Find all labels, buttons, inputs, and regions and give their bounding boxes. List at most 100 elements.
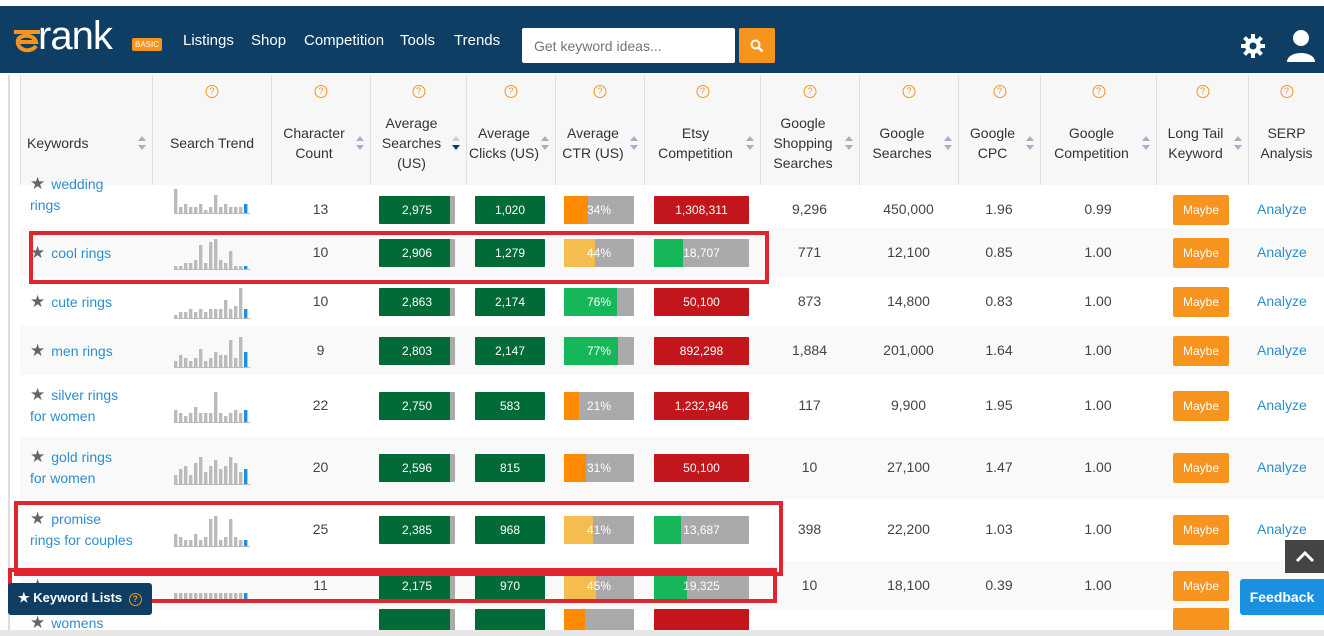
nav-tools[interactable]: Tools	[400, 32, 436, 49]
long-tail-maybe-button[interactable]: Maybe	[1173, 195, 1229, 225]
keyword-text[interactable]: promise	[51, 511, 102, 527]
keyword-link[interactable]: ★ men rings	[30, 340, 113, 362]
sort-arrows-icon[interactable]	[1142, 136, 1150, 150]
question-circle-icon[interactable]: ?	[1092, 85, 1105, 98]
question-circle-icon[interactable]: ?	[205, 85, 219, 98]
sort-arrows-icon[interactable]	[944, 136, 952, 150]
etsy-competition-bar-value: 1,308,311	[675, 203, 728, 217]
trend-bar	[204, 413, 208, 422]
keyword-search-input[interactable]	[522, 28, 735, 63]
google-cpc: 0.39	[985, 576, 1013, 593]
long-tail-maybe-button[interactable]: Maybe	[1173, 237, 1229, 268]
header-search-trend[interactable]: ? Search Trend	[152, 75, 271, 185]
scroll-top-button[interactable]	[1285, 540, 1324, 573]
header-google-shopping-searches[interactable]: ? Google Shopping Searches	[760, 75, 859, 185]
long-tail-maybe-button[interactable]: Maybe	[1173, 335, 1229, 366]
star-icon[interactable]: ★	[30, 385, 46, 404]
serp-analyze-link[interactable]: Analyze	[1257, 397, 1307, 413]
long-tail-maybe-button[interactable]: Maybe	[1173, 453, 1229, 483]
keyword-link[interactable]: ★ silver rings for women	[30, 384, 118, 427]
star-icon[interactable]: ★	[30, 447, 46, 466]
long-tail-maybe-button[interactable]: Maybe	[1173, 570, 1229, 601]
serp-analyze-link[interactable]: Analyze	[1257, 341, 1307, 358]
header-long-tail-keyword[interactable]: ? Long Tail Keyword	[1156, 75, 1248, 185]
question-circle-icon[interactable]: ?	[504, 85, 518, 98]
average-ctr-bar-value: 31%	[586, 461, 612, 475]
sort-arrows-icon[interactable]	[138, 136, 146, 150]
keyword-text-line2[interactable]: rings	[30, 197, 61, 213]
keyword-link[interactable]: ★ wedding rings	[30, 173, 103, 216]
keyword-link[interactable]: ★ gold rings for women	[30, 446, 112, 489]
header-average-searches[interactable]: ? Average Searches (US)	[370, 75, 466, 185]
keyword-link[interactable]: ★ promise rings for couples	[30, 508, 133, 551]
star-icon[interactable]: ★	[30, 340, 46, 360]
question-circle-icon[interactable]: ?	[902, 85, 916, 98]
sort-arrows-icon[interactable]	[746, 136, 754, 150]
sort-arrows-icon[interactable]	[1234, 136, 1242, 150]
question-circle-icon[interactable]: ?	[412, 85, 425, 98]
keyword-text[interactable]: men rings	[51, 342, 113, 359]
sort-arrows-icon[interactable]	[630, 136, 638, 150]
sort-arrows-icon[interactable]	[541, 136, 549, 150]
star-icon[interactable]: ★	[30, 174, 46, 193]
nav-competition[interactable]: Competition	[304, 32, 385, 49]
star-icon[interactable]: ★	[30, 291, 46, 311]
keyword-text[interactable]: cute rings	[51, 293, 112, 310]
keyword-link[interactable]: ★ cute rings	[30, 291, 112, 313]
long-tail-maybe-button[interactable]: Maybe	[1173, 391, 1229, 421]
header-average-ctr[interactable]: ? Average CTR (US)	[555, 75, 644, 185]
keyword-link[interactable]: ★ womens	[30, 612, 103, 634]
nav-trends[interactable]: Trends	[454, 32, 501, 49]
long-tail-maybe-button[interactable]: Maybe	[1173, 515, 1229, 545]
long-tail-maybe-button[interactable]: Maybe	[1173, 286, 1229, 317]
question-circle-icon[interactable]: ?	[314, 85, 328, 98]
keyword-link[interactable]: ★ cool rings	[30, 242, 111, 264]
header-google-competition[interactable]: ? Google Competition	[1040, 75, 1156, 185]
question-circle-icon[interactable]: ?	[993, 85, 1006, 98]
keyword-text[interactable]: womens	[51, 615, 104, 631]
user-icon[interactable]	[1285, 28, 1317, 64]
header-character-count[interactable]: ? Character Count	[271, 75, 370, 185]
keyword-text-line2[interactable]: for women	[30, 470, 96, 486]
etsy-competition-bar-fill	[654, 392, 749, 420]
serp-analyze-link[interactable]: Analyze	[1257, 521, 1307, 537]
search-button[interactable]	[739, 28, 775, 63]
feedback-button[interactable]: Feedback	[1240, 579, 1324, 615]
trend-bar	[224, 262, 228, 269]
question-circle-icon[interactable]: ?	[696, 85, 709, 98]
header-google-cpc[interactable]: ? Google CPC	[958, 75, 1040, 185]
serp-analyze-link[interactable]: Analyze	[1257, 292, 1307, 309]
nav-shop[interactable]: Shop	[251, 32, 287, 49]
question-circle-icon[interactable]: ?	[1196, 85, 1209, 98]
keyword-text-line2[interactable]: rings for couples	[30, 532, 133, 548]
question-circle-icon[interactable]: ?	[593, 85, 607, 98]
serp-analyze-link[interactable]: Analyze	[1257, 201, 1307, 217]
sort-arrows-icon[interactable]	[1026, 136, 1034, 150]
serp-analyze-link[interactable]: Analyze	[1257, 459, 1307, 475]
question-circle-icon[interactable]: ?	[1280, 85, 1293, 98]
sort-arrows-icon[interactable]	[356, 136, 364, 150]
keyword-text[interactable]: silver rings	[51, 387, 119, 403]
header-average-clicks[interactable]: ? Average Clicks (US)	[466, 75, 555, 185]
keyword-lists-button[interactable]: ★ Keyword Lists ?	[8, 583, 152, 615]
header-keywords[interactable]: Keywords	[20, 75, 152, 185]
header-serp-analysis[interactable]: ? SERP Analysis	[1248, 75, 1324, 185]
star-icon[interactable]: ★	[30, 613, 46, 632]
star-icon[interactable]: ★	[30, 509, 46, 528]
sort-arrows-icon[interactable]	[452, 136, 460, 150]
keyword-text-line2[interactable]: for women	[30, 408, 96, 424]
horizontal-scrollbar[interactable]	[0, 630, 1324, 636]
keyword-text[interactable]: gold rings	[51, 449, 112, 465]
gear-icon[interactable]	[1240, 33, 1266, 59]
question-circle-icon[interactable]: ?	[803, 85, 817, 98]
erank-logo[interactable]: rank BASIC	[12, 14, 163, 60]
serp-analyze-link[interactable]: Analyze	[1257, 243, 1307, 260]
google-competition: 1.00	[1084, 576, 1112, 593]
nav-listings[interactable]: Listings	[183, 32, 234, 49]
sort-arrows-icon[interactable]	[845, 136, 853, 150]
header-google-searches[interactable]: ? Google Searches	[859, 75, 958, 185]
keyword-text[interactable]: wedding	[51, 176, 104, 192]
keyword-text[interactable]: cool rings	[51, 244, 112, 261]
star-icon[interactable]: ★	[30, 242, 46, 262]
header-etsy-competition[interactable]: ? Etsy Competition	[644, 75, 760, 185]
